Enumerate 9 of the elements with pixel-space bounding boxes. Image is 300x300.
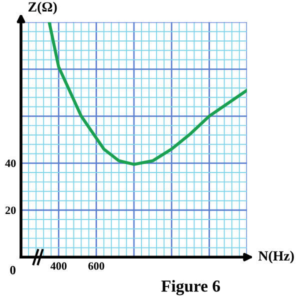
y-tick-label: 40 (5, 160, 16, 168)
x-tick-label: 400 (50, 262, 67, 270)
text: 0 (10, 266, 16, 274)
line-series (48, 22, 247, 166)
y-axis-title: Z(Ω) (28, 2, 57, 14)
y-tick-label: 20 (5, 206, 16, 214)
x-tick-label: 600 (88, 262, 104, 270)
caption: Figure 6 (161, 280, 220, 296)
x-axis-title: N(Hz) (258, 250, 294, 264)
